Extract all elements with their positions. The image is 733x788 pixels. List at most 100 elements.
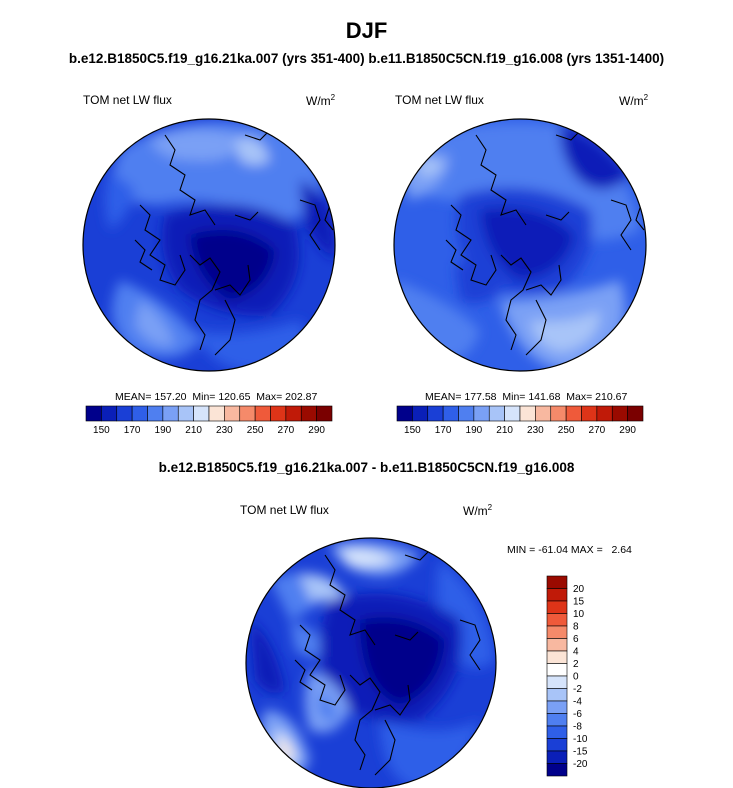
panel-3-colorbar-tick-label: 15 [573, 597, 585, 608]
panel-3-colorbar-tick-label: -6 [573, 709, 582, 720]
panel-3-colorbar-box-15 [546, 763, 568, 777]
panel-2-colorbar-box-10 [550, 405, 567, 422]
panel-2-colorbar-box-12 [581, 405, 598, 422]
panel-3-colorbar-box-14 [546, 750, 568, 764]
panel-2-colorbar-box-14 [611, 405, 628, 422]
panel-2-max: Max= 210.67 [566, 391, 628, 403]
panel-2-colorbar-box-5 [473, 405, 490, 422]
panel-1-colorbar-tick-label: 210 [185, 425, 202, 436]
panel-3-colorbar-tick-label: -4 [573, 697, 582, 708]
figure-title: DJF [345, 18, 388, 43]
panel-2-colorbar-box-8 [519, 405, 536, 422]
panel-2-min: Min= 141.68 [502, 391, 561, 403]
panel-3-colorbar-tick-label: -10 [573, 734, 588, 745]
panel-1-colorbar-tick-label: 170 [124, 425, 141, 436]
panel-1-colorbar-box-5 [162, 405, 179, 422]
panel-1-colorbar-box-4 [147, 405, 164, 422]
panel-2-colorbar-box-15 [627, 405, 644, 422]
panel-3-colorbar-box-12 [546, 725, 568, 739]
panel-1-max: Max= 202.87 [256, 391, 318, 403]
panel-2-colorbar-tick-label: 210 [496, 425, 513, 436]
panel-1-colorbar-box-12 [270, 405, 287, 422]
panel-3-variable-label: TOM net LW flux [240, 503, 329, 517]
panel-3-colorbar-box-6 [546, 650, 568, 664]
panel-3-colorbar-tick-label: 10 [573, 609, 585, 620]
panel-3-minmax: MIN = -61.04 MAX = 2.64 [507, 544, 632, 556]
panel-3-colorbar-tick-label: 4 [573, 647, 579, 658]
panel-3-units-label: W/m2 [463, 503, 493, 518]
panel-2-colorbar-tick-label: 230 [527, 425, 544, 436]
panel-3-colorbar-tick-label: -20 [573, 759, 588, 770]
panel-2-colorbar-tick-label: 290 [619, 425, 636, 436]
panel-1-units-label: W/m2 [306, 93, 336, 108]
panel-1-mean: MEAN= 157.20 [115, 391, 187, 403]
panel-1-colorbar-box-3 [131, 405, 148, 422]
panel-2-colorbar-box-0 [396, 405, 413, 422]
panel-1-coastlines [134, 129, 334, 356]
panel-1-colorbar-tick-label: 230 [216, 425, 233, 436]
panel-2-colorbar-tick-label: 270 [589, 425, 606, 436]
panel-1-colorbar-box-8 [208, 405, 225, 422]
figure-subtitle-top: b.e12.B1850C5.f19_g16.21ka.007 (yrs 351-… [68, 51, 665, 66]
panel-3-colorbar-tick-label: 6 [573, 634, 579, 645]
panel-3-map-field [246, 538, 496, 788]
panel-2-colorbar-box-13 [596, 405, 613, 422]
panel-3-colorbar-box-9 [546, 688, 568, 702]
panel-1-colorbar-box-7 [193, 405, 210, 422]
panel-2-variable-label: TOM net LW flux [395, 93, 484, 107]
panel-1-colorbar-tick-label: 290 [308, 425, 325, 436]
panel-2-map-field [394, 119, 646, 371]
panel-1-colorbar-box-11 [254, 405, 271, 422]
panel-2-colorbar-tick-label: 250 [558, 425, 575, 436]
panel-1-colorbar-box-9 [224, 405, 241, 422]
panel-1-map-field [83, 119, 335, 371]
panel-1-colorbar-box-15 [316, 405, 333, 422]
panel-2-colorbar-tick-label: 170 [435, 425, 452, 436]
panel-1-colorbar-box-2 [116, 405, 133, 422]
panel-1-min: Min= 120.65 [192, 391, 251, 403]
panel-2-colorbar-box-7 [504, 405, 521, 422]
panel-2-colorbar-box-3 [442, 405, 459, 422]
panel-1-colorbar-box-6 [177, 405, 194, 422]
panel-1-colorbar-tick-label: 190 [155, 425, 172, 436]
panel-3-colorbar-box-11 [546, 713, 568, 727]
panel-1-colorbar-box-13 [285, 405, 302, 422]
panel-3-colorbar-tick-label: 0 [573, 672, 579, 683]
panel-1-colorbar-box-10 [239, 405, 256, 422]
panel-3-colorbar-box-5 [546, 638, 568, 652]
panel-2-colorbar-box-2 [427, 405, 444, 422]
panel-3-colorbar-tick-label: -15 [573, 747, 588, 758]
panel-3-colorbar-box-8 [546, 675, 568, 689]
panel-1-colorbar-tick-label: 250 [247, 425, 264, 436]
panel-3-colorbar-box-4 [546, 625, 568, 639]
panel-2-stats: MEAN= 177.58 Min= 141.68 Max= 210.67 [425, 391, 627, 403]
panel-2-colorbar-box-4 [458, 405, 475, 422]
panel-2-units-label: W/m2 [619, 93, 649, 108]
panel-1-variable-label: TOM net LW flux [83, 93, 172, 107]
panel-1-colorbar: 150 170 190 210 230 250 270 290 [85, 405, 333, 436]
panel-3-colorbar-tick-label: -2 [573, 684, 582, 695]
panel-3-colorbar-box-3 [546, 613, 568, 627]
panel-1-stats: MEAN= 157.20 Min= 120.65 Max= 202.87 [115, 391, 317, 403]
panel-3-colorbar-tick-label: 20 [573, 584, 585, 595]
panel-1-colorbar-tick-label: 150 [93, 425, 110, 436]
panel-3-colorbar-box-7 [546, 663, 568, 677]
panel-3-colorbar-box-0 [546, 575, 568, 589]
panel-2-colorbar-box-1 [412, 405, 429, 422]
panel-3-colorbar-tick-label: 2 [573, 659, 579, 670]
panel-3-colorbar-box-13 [546, 738, 568, 752]
panel-2-colorbar: 150 170 190 210 230 250 270 290 [396, 405, 644, 436]
panel-3-colorbar-tick-label: -8 [573, 722, 582, 733]
panel-2-colorbar-box-9 [535, 405, 552, 422]
figure-subtitle-bottom: b.e12.B1850C5.f19_g16.21ka.007 - b.e11.B… [158, 460, 575, 475]
panel-3-colorbar-box-1 [546, 588, 568, 602]
panel-1-colorbar-box-1 [101, 405, 118, 422]
panel-1-colorbar-box-0 [85, 405, 102, 422]
panel-2-colorbar-tick-label: 150 [404, 425, 421, 436]
panel-2-mean: MEAN= 177.58 [425, 391, 497, 403]
panel-2-colorbar-tick-label: 190 [466, 425, 483, 436]
panel-3-colorbar-box-10 [546, 700, 568, 714]
panel-2-colorbar-box-11 [565, 405, 582, 422]
